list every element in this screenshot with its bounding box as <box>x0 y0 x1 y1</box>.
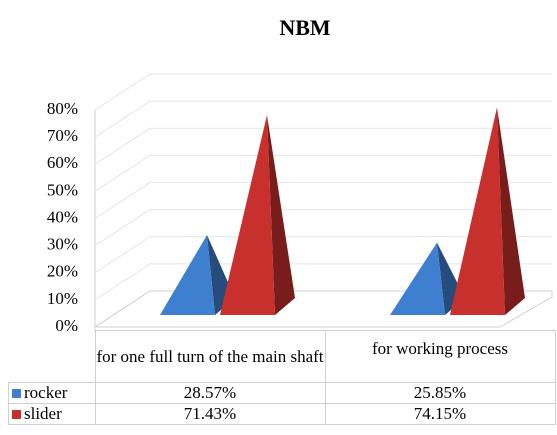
legend-cell: rocker <box>8 382 96 404</box>
grid-line <box>94 236 552 274</box>
pyramid-side <box>267 114 295 315</box>
chart-title: NBM <box>279 15 331 40</box>
category-label: for one full turn of the main shaft <box>94 330 326 383</box>
pyramid-front <box>160 235 215 315</box>
grid-line <box>94 100 552 138</box>
y-tick-label: 20% <box>47 262 78 281</box>
value-label: 25.85% <box>324 382 556 404</box>
pyramid-front <box>450 107 505 315</box>
grid-line <box>94 154 552 192</box>
pyramid-side <box>497 107 525 315</box>
legend-cell: slider <box>8 403 96 425</box>
value-label: 71.43% <box>94 403 326 425</box>
legend-swatch <box>12 389 21 398</box>
legend-label: rocker <box>24 383 68 402</box>
grid-line <box>94 209 552 247</box>
grid-line <box>94 127 552 165</box>
pyramid <box>450 107 525 315</box>
y-tick-label: 10% <box>47 289 78 308</box>
grid-line <box>94 182 552 219</box>
y-tick-label: 40% <box>47 207 78 226</box>
y-tick-label: 30% <box>47 235 78 254</box>
grid-line <box>94 73 552 111</box>
floor <box>94 290 553 328</box>
y-tick-label: 50% <box>47 180 78 199</box>
y-tick-label: 0% <box>55 316 78 335</box>
grid-line <box>94 263 552 301</box>
pyramid-front <box>220 114 275 315</box>
y-tick-label: 70% <box>47 126 78 145</box>
category-label: for working process <box>324 330 556 383</box>
value-label: 74.15% <box>324 403 556 425</box>
y-tick-label: 60% <box>47 153 78 172</box>
legend-swatch <box>12 410 21 419</box>
value-label: 28.57% <box>94 382 326 404</box>
y-tick-label: 80% <box>47 99 78 118</box>
data-table: for one full turn of the main shaft for … <box>8 330 556 425</box>
pyramid-front <box>390 242 445 315</box>
pyramid <box>220 114 295 315</box>
legend-label: slider <box>24 404 62 423</box>
